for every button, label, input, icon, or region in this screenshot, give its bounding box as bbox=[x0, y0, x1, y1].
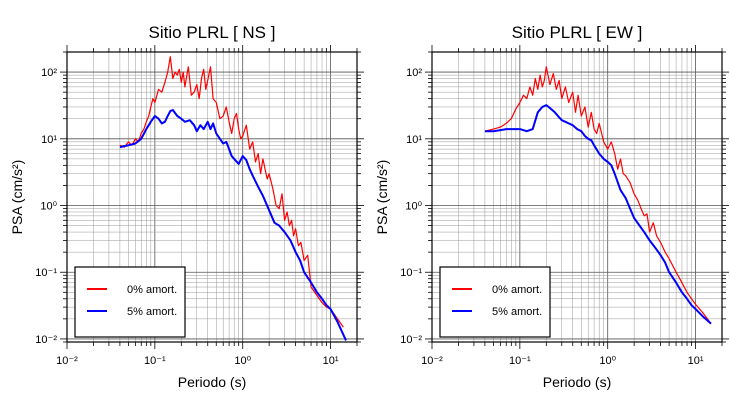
y-tick-label: 10⁰ bbox=[40, 201, 57, 213]
legend-entry-1: 5% amort. bbox=[492, 306, 542, 318]
series-line-0 bbox=[484, 66, 712, 324]
x-tick-label: 10⁻² bbox=[56, 355, 78, 367]
y-tick-label: 10⁰ bbox=[405, 201, 422, 213]
legend-box bbox=[74, 266, 186, 338]
chart-title: Sitio PLRL [ EW ] bbox=[512, 23, 643, 42]
y-tick-label: 10¹ bbox=[41, 134, 57, 146]
legend-entry-0: 0% amort. bbox=[492, 284, 542, 296]
series-line-0 bbox=[119, 56, 344, 328]
y-tick-label: 10⁻² bbox=[400, 334, 422, 346]
series-line-1 bbox=[484, 104, 712, 325]
x-tick-label: 10⁻¹ bbox=[144, 355, 166, 367]
y-tick-label: 10² bbox=[41, 67, 57, 79]
x-tick-label: 10¹ bbox=[323, 355, 339, 367]
x-axis-label: Periodo (s) bbox=[543, 374, 611, 390]
y-tick-label: 10⁻¹ bbox=[400, 267, 422, 279]
legend-entry-0: 0% amort. bbox=[127, 284, 177, 296]
chart-panel-ew: Sitio PLRL [ EW ] 10⁻² 10⁻¹ 10⁰ 10¹ 10⁻² 10⁻¹… bbox=[374, 23, 729, 390]
plot-frame bbox=[66, 51, 358, 343]
chart-title: Sitio PLRL [ NS ] bbox=[149, 23, 276, 42]
plot-frame bbox=[431, 51, 723, 343]
x-tick-label: 10⁰ bbox=[599, 355, 616, 367]
y-axis-label: PSA (cm/s²) bbox=[9, 160, 25, 235]
legend-box bbox=[439, 266, 551, 338]
chart-panel-ns: Sitio PLRL [ NS ] 10⁻² 10⁻¹ 10⁰ 10¹ 10⁻² 10⁻¹… bbox=[9, 23, 364, 390]
y-tick-label: 10² bbox=[406, 67, 422, 79]
series-line-1 bbox=[119, 109, 347, 341]
x-tick-label: 10⁻² bbox=[421, 355, 443, 367]
legend-entry-1: 5% amort. bbox=[127, 306, 177, 318]
x-axis-label: Periodo (s) bbox=[178, 374, 246, 390]
x-tick-label: 10¹ bbox=[688, 355, 704, 367]
y-axis-label: PSA (cm/s²) bbox=[374, 160, 390, 235]
y-tick-label: 10⁻² bbox=[35, 334, 57, 346]
x-tick-label: 10⁻¹ bbox=[509, 355, 531, 367]
legend: 0% amort. 5% amort. bbox=[74, 266, 186, 338]
x-tick-label: 10⁰ bbox=[234, 355, 251, 367]
y-tick-label: 10¹ bbox=[406, 134, 422, 146]
y-tick-label: 10⁻¹ bbox=[35, 267, 57, 279]
legend: 0% amort. 5% amort. bbox=[439, 266, 551, 338]
